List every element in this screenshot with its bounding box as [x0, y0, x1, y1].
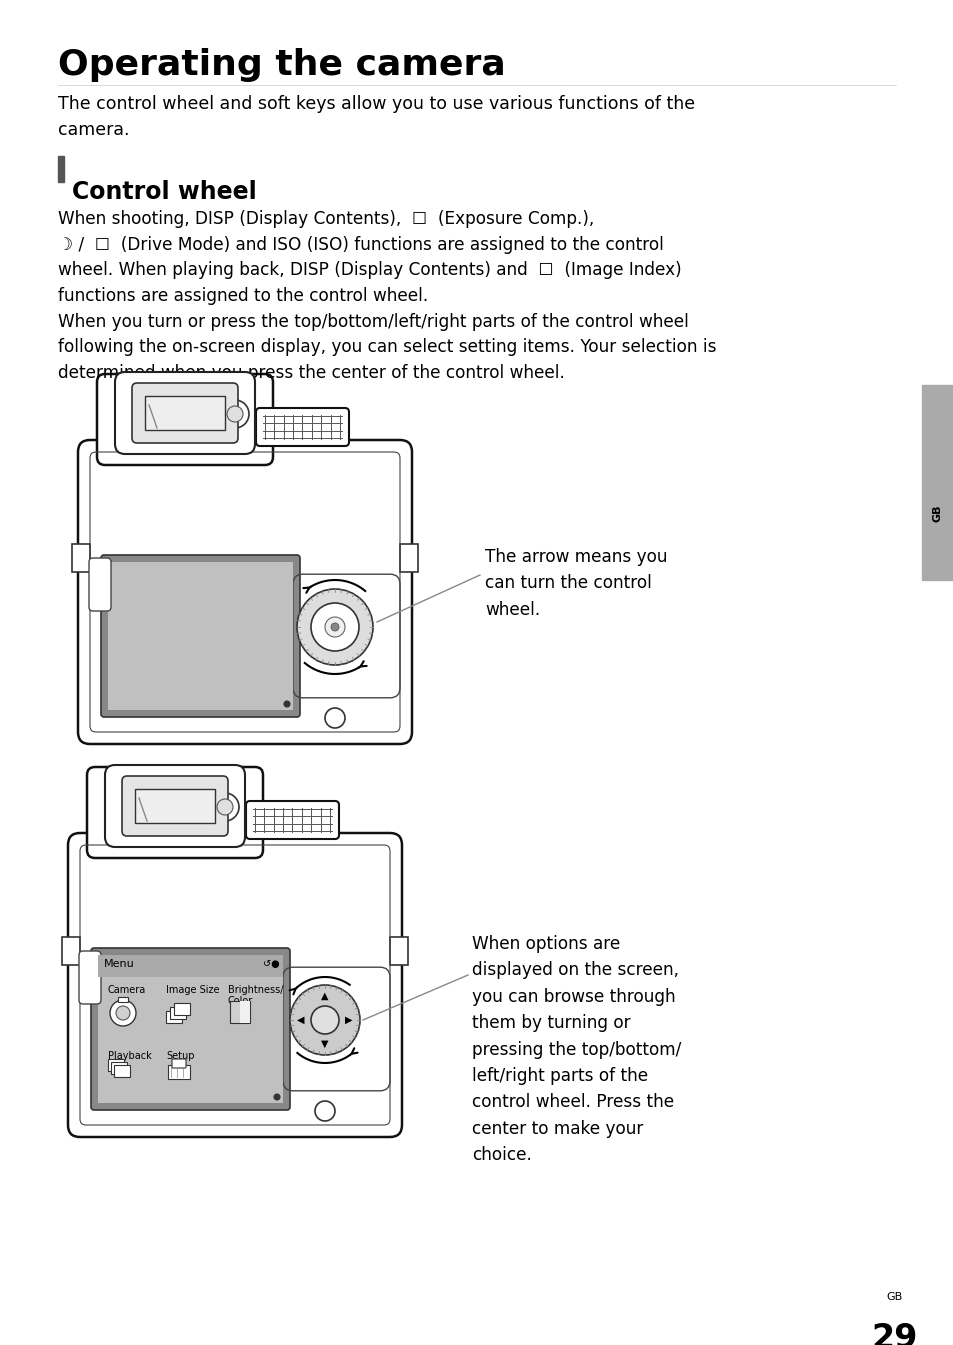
Text: The arrow means you
can turn the control
wheel.: The arrow means you can turn the control…: [484, 547, 667, 619]
Text: GB: GB: [886, 1293, 902, 1302]
FancyBboxPatch shape: [246, 802, 338, 839]
Bar: [135, 790, 214, 823]
Circle shape: [221, 399, 249, 428]
Text: Playback: Playback: [108, 1050, 152, 1061]
Circle shape: [331, 623, 338, 631]
Text: 29: 29: [871, 1322, 917, 1345]
Bar: [111, 1063, 127, 1075]
Bar: [170, 1007, 186, 1020]
FancyBboxPatch shape: [101, 555, 299, 717]
Circle shape: [284, 701, 290, 707]
FancyBboxPatch shape: [87, 767, 263, 858]
Bar: [58, 156, 64, 182]
Circle shape: [116, 1006, 130, 1020]
Bar: [71, 543, 90, 572]
Circle shape: [325, 707, 345, 728]
Circle shape: [314, 1102, 335, 1120]
Circle shape: [311, 603, 358, 651]
Circle shape: [296, 589, 373, 664]
Bar: [98, 955, 283, 976]
Bar: [921, 385, 953, 580]
Circle shape: [274, 1093, 280, 1100]
Circle shape: [325, 617, 345, 638]
FancyBboxPatch shape: [91, 948, 290, 1110]
Circle shape: [110, 999, 136, 1026]
FancyBboxPatch shape: [115, 373, 254, 455]
Circle shape: [290, 985, 359, 1054]
Text: Setup: Setup: [166, 1050, 194, 1061]
FancyBboxPatch shape: [78, 440, 412, 744]
Text: When shooting, DISP (Display Contents),  ☐  (Exposure Comp.),
☽ /  ☐  (Drive Mod: When shooting, DISP (Display Contents), …: [58, 210, 716, 382]
Bar: [399, 543, 417, 572]
Text: ▼: ▼: [321, 1038, 329, 1049]
Bar: [230, 1001, 250, 1024]
Text: Brightness/
Color: Brightness/ Color: [228, 985, 283, 1006]
FancyBboxPatch shape: [79, 951, 101, 1003]
Text: ◀: ◀: [297, 1015, 304, 1025]
Bar: [118, 997, 128, 1002]
Text: Menu: Menu: [104, 959, 134, 968]
FancyBboxPatch shape: [132, 383, 237, 443]
Bar: [168, 1065, 190, 1079]
Text: Image Size: Image Size: [166, 985, 219, 995]
Bar: [108, 562, 293, 710]
Circle shape: [311, 1006, 338, 1034]
FancyBboxPatch shape: [68, 833, 401, 1137]
Bar: [98, 955, 283, 1103]
Text: Operating the camera: Operating the camera: [58, 48, 505, 82]
Bar: [390, 937, 408, 964]
FancyBboxPatch shape: [97, 374, 273, 465]
FancyBboxPatch shape: [89, 558, 111, 611]
Bar: [145, 395, 225, 430]
Bar: [113, 1065, 130, 1077]
Text: GB: GB: [932, 504, 942, 522]
Text: ▶: ▶: [345, 1015, 353, 1025]
Bar: [166, 1011, 182, 1024]
Text: When options are
displayed on the screen,
you can browse through
them by turning: When options are displayed on the screen…: [472, 935, 680, 1165]
Circle shape: [211, 794, 239, 820]
Bar: [62, 937, 80, 964]
Text: Control wheel: Control wheel: [71, 180, 256, 204]
Text: The control wheel and soft keys allow you to use various functions of the
camera: The control wheel and soft keys allow yo…: [58, 95, 695, 139]
Bar: [173, 1003, 190, 1015]
FancyBboxPatch shape: [105, 765, 245, 847]
Text: Camera: Camera: [108, 985, 146, 995]
FancyBboxPatch shape: [172, 1059, 186, 1068]
Bar: [240, 1001, 250, 1024]
Circle shape: [227, 406, 243, 422]
FancyBboxPatch shape: [122, 776, 228, 837]
Circle shape: [329, 621, 340, 633]
FancyBboxPatch shape: [255, 408, 349, 447]
Circle shape: [216, 799, 233, 815]
Bar: [108, 1059, 124, 1071]
Text: ▲: ▲: [321, 991, 329, 1001]
Text: ↺●: ↺●: [263, 959, 279, 968]
